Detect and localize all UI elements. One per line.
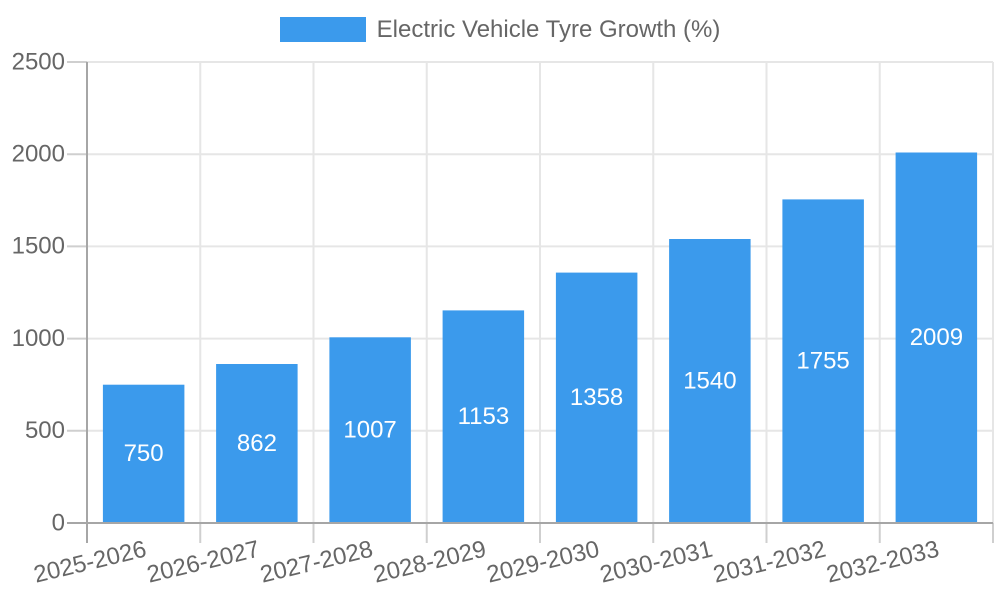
x-tick-label: 2026-2027 xyxy=(144,536,262,589)
y-tick-label: 0 xyxy=(52,509,65,536)
x-tick-label: 2028-2029 xyxy=(371,536,489,589)
x-tick-label: 2031-2032 xyxy=(711,536,829,589)
bar[interactable] xyxy=(555,272,638,523)
x-tick-label: 2027-2028 xyxy=(258,536,376,589)
bar-value-label: 2009 xyxy=(910,324,963,351)
legend-label: Electric Vehicle Tyre Growth (%) xyxy=(376,16,721,43)
x-tick-label: 2032-2033 xyxy=(824,536,942,589)
bar[interactable] xyxy=(442,310,525,523)
bar-value-label: 862 xyxy=(237,430,277,457)
bar[interactable] xyxy=(329,337,411,523)
y-tick-label: 500 xyxy=(25,417,65,444)
x-tick-label: 2030-2031 xyxy=(597,536,715,589)
bar[interactable] xyxy=(782,199,864,523)
bar[interactable] xyxy=(669,239,751,523)
x-tick-label: 2029-2030 xyxy=(484,536,602,589)
bar[interactable] xyxy=(102,384,185,523)
x-tick-label: 2025-2026 xyxy=(31,536,149,589)
bar-value-label: 1540 xyxy=(683,367,736,394)
bar[interactable] xyxy=(895,152,978,524)
y-tick-label: 2500 xyxy=(12,48,65,75)
legend[interactable]: Electric Vehicle Tyre Growth (%) xyxy=(0,17,1000,42)
y-tick-label: 1500 xyxy=(12,233,65,260)
y-tick-label: 1000 xyxy=(12,325,65,352)
bar-value-label: 1007 xyxy=(343,417,396,444)
y-tick-label: 2000 xyxy=(12,141,65,168)
bar[interactable] xyxy=(216,364,298,523)
bar-value-label: 1755 xyxy=(796,348,849,375)
legend-swatch xyxy=(279,17,366,42)
bar-value-label: 750 xyxy=(124,440,164,467)
bar-value-label: 1358 xyxy=(570,384,623,411)
bar-value-label: 1153 xyxy=(458,403,510,430)
